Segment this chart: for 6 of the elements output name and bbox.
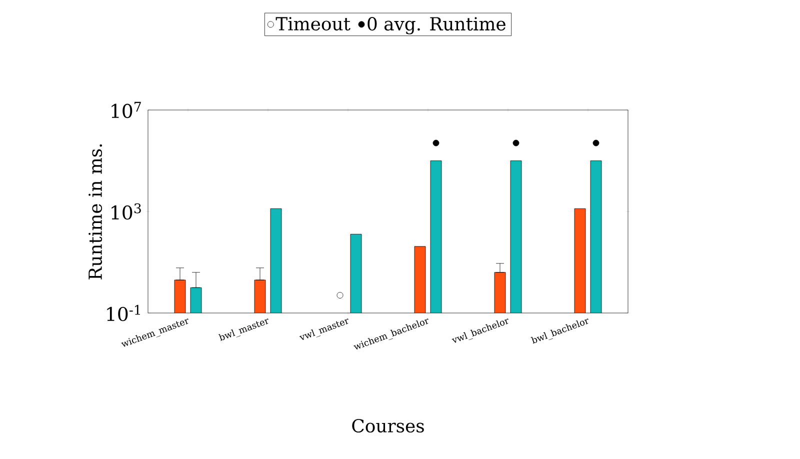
y-tick-label: 10$^{3}$ [112, 203, 141, 220]
legend-label: 0 avg. Runtime [368, 17, 506, 34]
y-tick-label: 10$^{7}$ [112, 102, 141, 118]
x-axis-title: Courses [352, 418, 424, 433]
y-axis-title: Runtime in ms. [88, 144, 102, 280]
legend-label: Timeout [276, 17, 350, 31]
